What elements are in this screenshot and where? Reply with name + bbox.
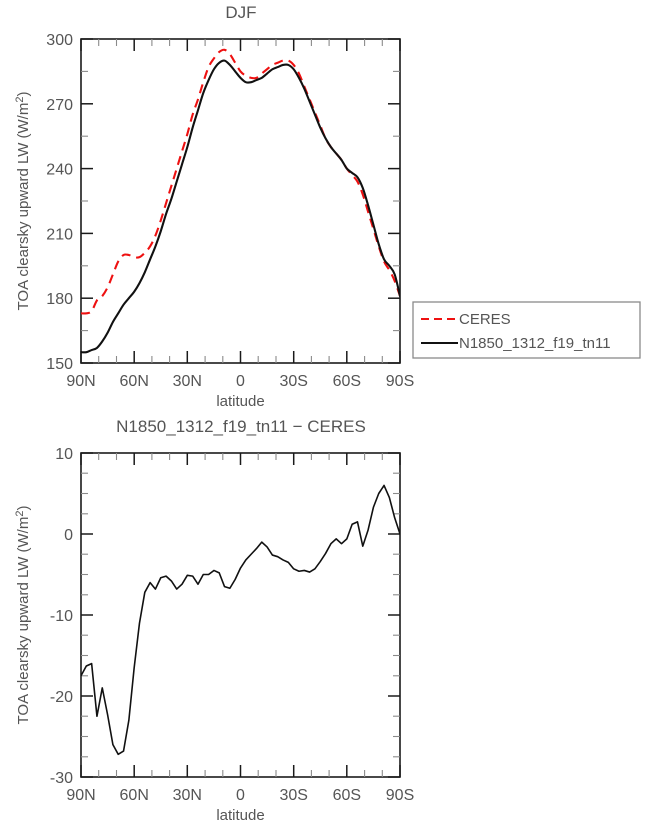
top-y-tick-label: 180 xyxy=(46,291,73,308)
top-y-axis-title-tail: ) xyxy=(15,92,32,97)
top-x-tick-label: 60N xyxy=(120,373,149,390)
top-y-axis-title-main: TOA clearsky upward LW (W/m xyxy=(15,103,32,311)
top-y-axis-title: TOA clearsky upward LW (W/m2) xyxy=(14,92,32,311)
bottom-x-axis-title: latitude xyxy=(216,807,264,824)
top-x-ticks xyxy=(81,39,400,363)
bottom-x-tick-label: 60S xyxy=(333,787,361,804)
top-y-tick-label: 300 xyxy=(46,32,73,49)
top-x-tick-label: 90S xyxy=(386,373,414,390)
series-line-model xyxy=(81,61,400,353)
top-panel: DJF xyxy=(14,3,414,410)
series-line-ceres xyxy=(81,50,400,314)
top-x-tick-labels: 90N 60N 30N 0 30S 60S 90S xyxy=(66,373,414,390)
top-y-minor-ticks xyxy=(81,71,400,330)
bottom-x-tick-label: 90N xyxy=(66,787,95,804)
bottom-y-tick-label: 10 xyxy=(55,446,73,463)
bottom-y-tick-label: -20 xyxy=(50,689,73,706)
bottom-y-tick-label: -30 xyxy=(50,770,73,787)
top-y-tick-label: 240 xyxy=(46,162,73,179)
bottom-y-tick-label: -10 xyxy=(50,608,73,625)
bottom-y-tick-labels: 10 0 -10 -20 -30 xyxy=(50,446,73,787)
top-x-tick-label: 30S xyxy=(279,373,307,390)
chart-svg: DJF xyxy=(0,0,648,833)
bottom-panel-title: N1850_1312_f19_tn11 − CERES xyxy=(116,417,366,436)
top-x-tick-label: 90N xyxy=(66,373,95,390)
legend-label-ceres: CERES xyxy=(459,311,511,328)
top-y-tick-label: 210 xyxy=(46,226,73,243)
bottom-y-tick-label: 0 xyxy=(64,527,73,544)
bottom-y-axis-title-tail: ) xyxy=(15,506,32,511)
top-x-axis-title: latitude xyxy=(216,393,264,410)
bottom-x-tick-label: 90S xyxy=(386,787,414,804)
legend: CERES N1850_1312_f19_tn11 xyxy=(413,302,640,358)
bottom-y-axis-title-main: TOA clearsky upward LW (W/m xyxy=(15,517,32,725)
bottom-x-tick-label: 30S xyxy=(279,787,307,804)
bottom-y-ticks xyxy=(81,453,400,777)
bottom-x-tick-label: 60N xyxy=(120,787,149,804)
top-y-tick-label: 270 xyxy=(46,97,73,114)
top-plot-frame xyxy=(81,39,400,363)
top-panel-title: DJF xyxy=(225,3,256,22)
figure-container: DJF xyxy=(0,0,648,833)
bottom-x-tick-labels: 90N 60N 30N 0 30S 60S 90S xyxy=(66,787,414,804)
top-y-tick-labels: 300 270 240 210 180 150 xyxy=(46,32,73,373)
series-line-difference xyxy=(81,485,400,754)
bottom-x-tick-label: 0 xyxy=(236,787,245,804)
bottom-plot-frame xyxy=(81,453,400,777)
top-x-tick-label: 60S xyxy=(333,373,361,390)
bottom-x-tick-label: 30N xyxy=(173,787,202,804)
bottom-panel: N1850_1312_f19_tn11 − CERES xyxy=(14,417,414,824)
top-y-ticks xyxy=(81,39,400,363)
top-x-tick-label: 30N xyxy=(173,373,202,390)
legend-label-model: N1850_1312_f19_tn11 xyxy=(459,335,611,352)
top-y-tick-label: 150 xyxy=(46,356,73,373)
bottom-x-ticks xyxy=(81,453,400,777)
top-x-tick-label: 0 xyxy=(236,373,245,390)
top-x-minor-ticks xyxy=(99,39,383,363)
bottom-y-axis-title: TOA clearsky upward LW (W/m2) xyxy=(14,506,32,725)
